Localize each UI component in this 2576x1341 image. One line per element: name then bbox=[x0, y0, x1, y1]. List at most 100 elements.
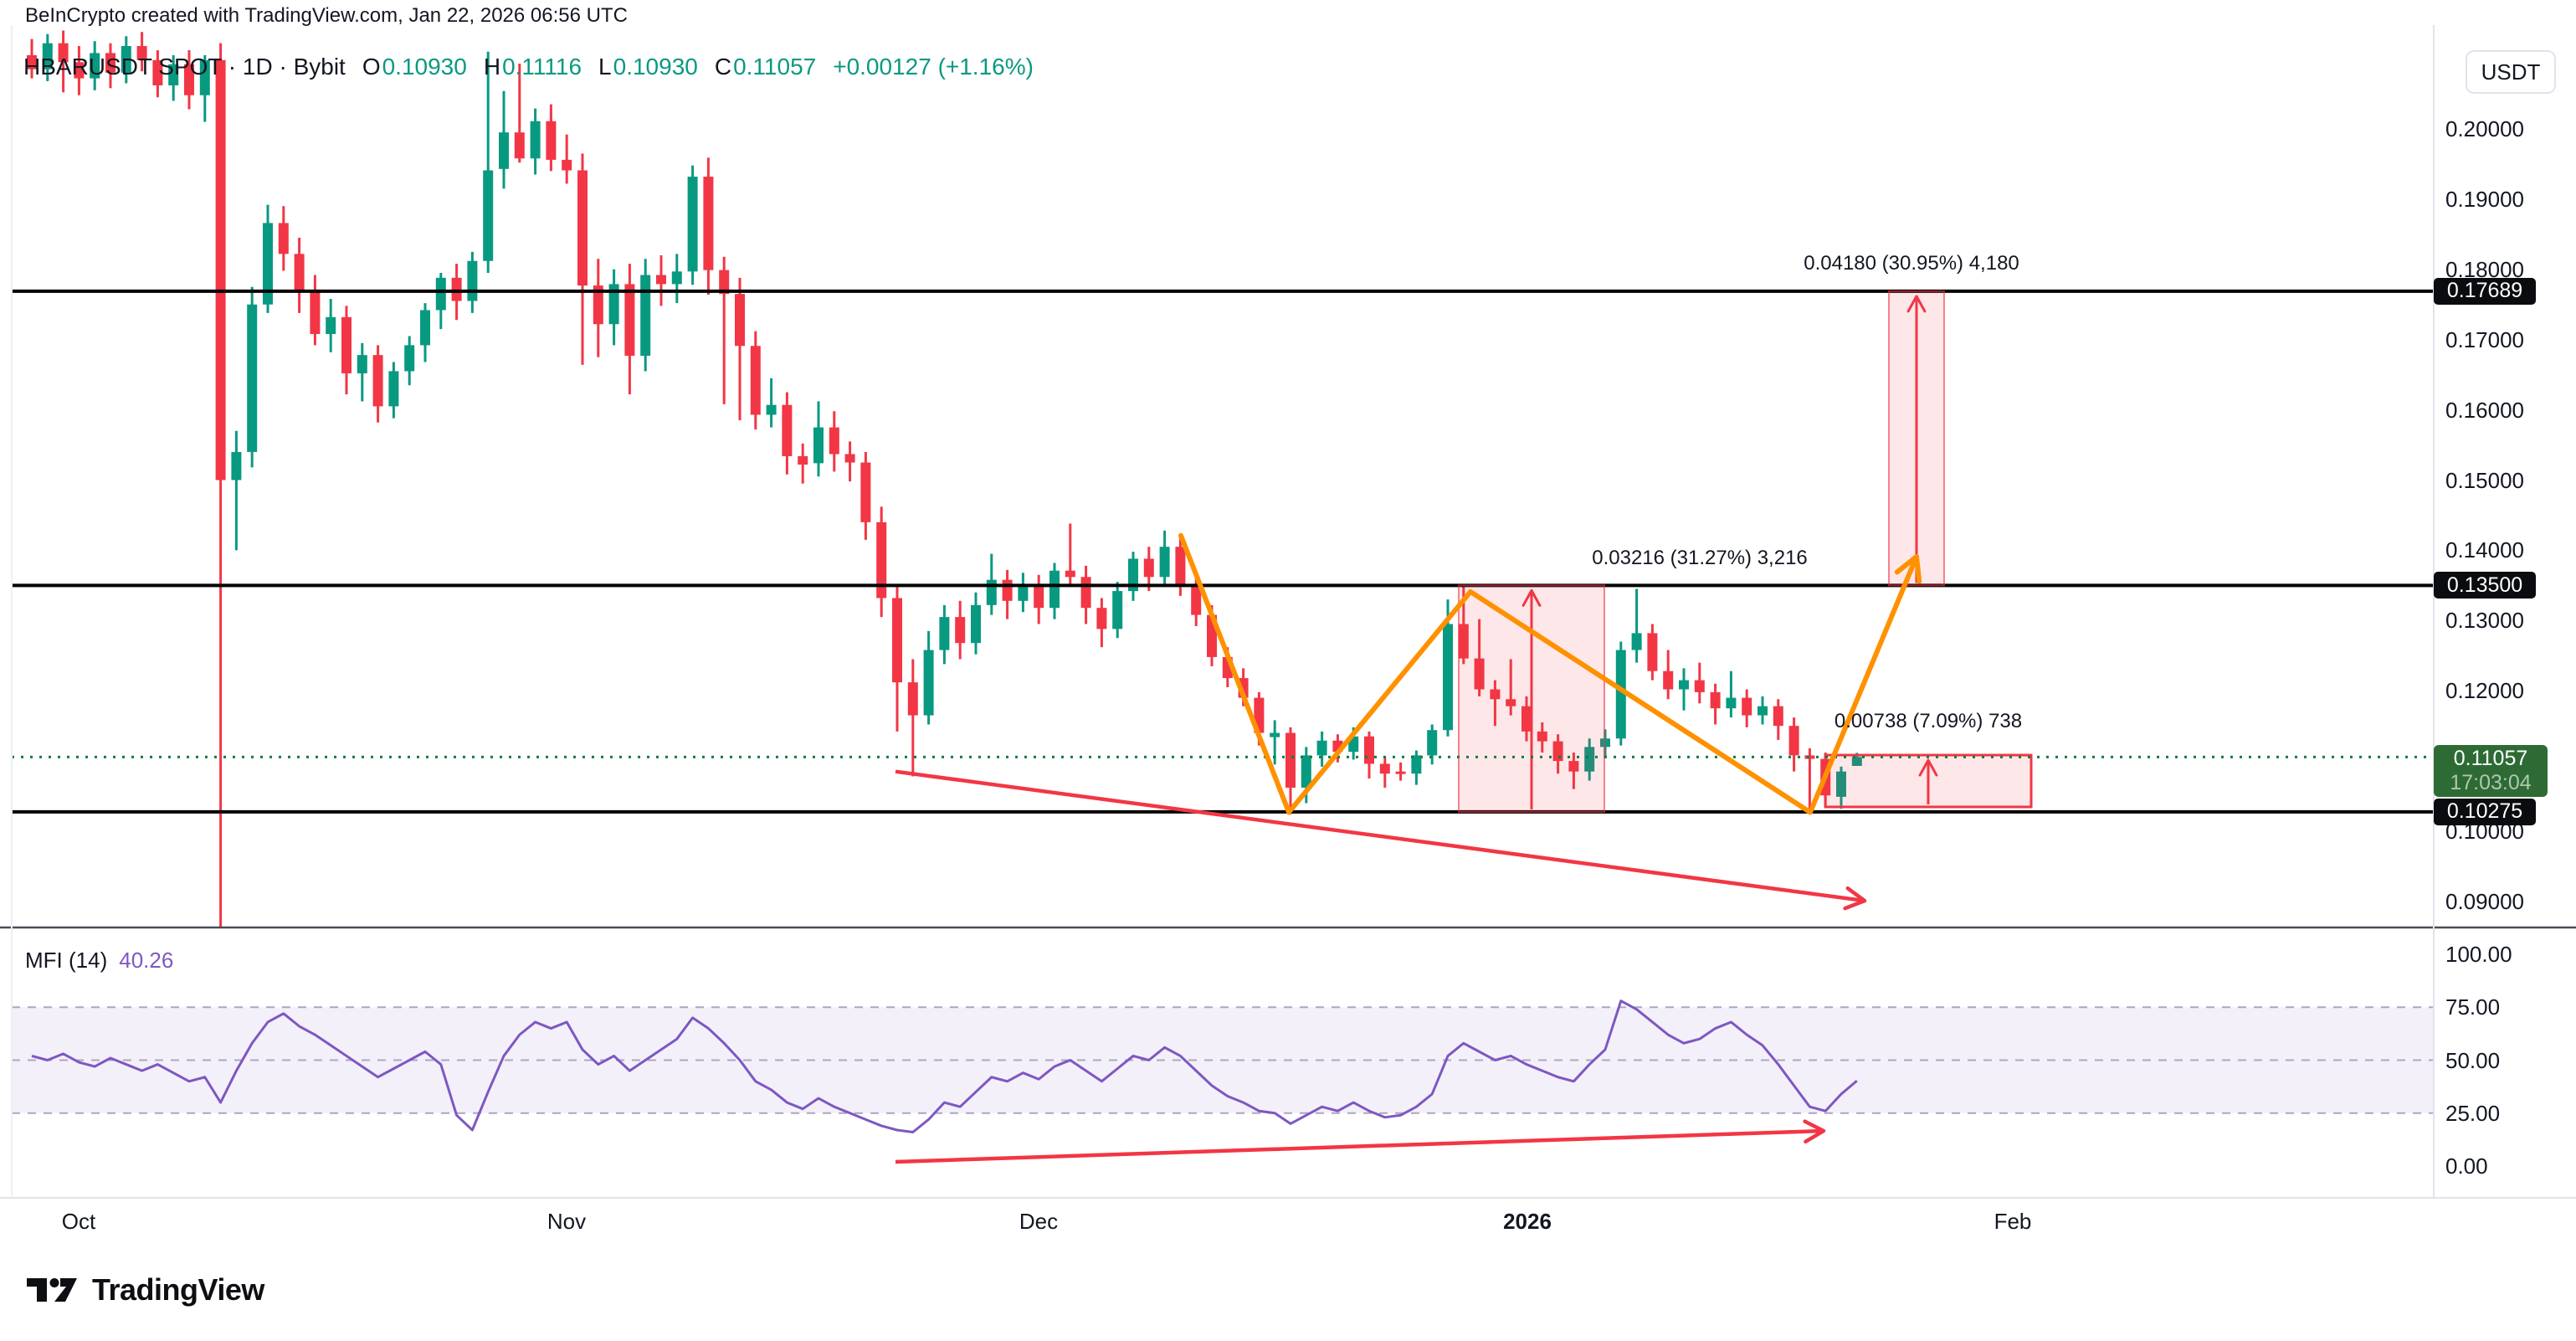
candle-body bbox=[42, 43, 53, 69]
price-tick-label: 0.15000 bbox=[2445, 467, 2524, 493]
indicator-name: MFI (14) bbox=[25, 948, 108, 973]
candle-body bbox=[1191, 583, 1202, 615]
candle-body bbox=[1521, 706, 1532, 732]
candle-body bbox=[703, 177, 714, 270]
candle-body bbox=[593, 285, 603, 325]
candle-body bbox=[90, 53, 100, 79]
time-tick-label: Oct bbox=[61, 1209, 96, 1234]
candle-body bbox=[1270, 732, 1280, 737]
time-tick-label: Nov bbox=[547, 1209, 587, 1234]
candle-body bbox=[341, 316, 352, 373]
candle-body bbox=[766, 404, 777, 415]
candle-body bbox=[1742, 697, 1752, 716]
candle-body bbox=[1679, 680, 1689, 690]
candle-body bbox=[687, 177, 698, 272]
low-label: L bbox=[598, 54, 612, 80]
close-value: 0.11057 bbox=[733, 54, 817, 80]
candle-body bbox=[782, 404, 793, 456]
candle-body bbox=[404, 345, 415, 372]
candle-body bbox=[1490, 689, 1501, 700]
candle-body bbox=[168, 64, 179, 85]
candle-body bbox=[1018, 583, 1029, 601]
candle-body bbox=[1065, 570, 1075, 578]
measure-label-top: 0.04180 (30.95%) 4,180 bbox=[1804, 252, 2019, 275]
price-tick-label: 0.18000 bbox=[2445, 256, 2524, 282]
red-trend-arrow[interactable] bbox=[895, 769, 1865, 903]
watermark-attribution-text: BeInCrypto created with TradingView.com,… bbox=[25, 4, 628, 27]
candle-body bbox=[1584, 747, 1595, 772]
candle-body bbox=[1049, 570, 1060, 609]
open-value: 0.10930 bbox=[382, 54, 467, 80]
candle-body bbox=[1836, 771, 1846, 797]
candle-body bbox=[1034, 583, 1044, 609]
candle-body bbox=[357, 355, 367, 373]
candle-body bbox=[656, 275, 666, 285]
last-price-badge: 0.11057 17:03:04 bbox=[2434, 745, 2548, 798]
red-trend-arrow[interactable] bbox=[895, 1128, 1824, 1164]
candle-body bbox=[184, 64, 194, 95]
candle-body bbox=[1631, 633, 1642, 650]
candle-body bbox=[1804, 755, 1815, 759]
orange-pattern-line[interactable] bbox=[1178, 532, 1919, 815]
price-tick-label: 0.16000 bbox=[2445, 397, 2524, 423]
candle-body bbox=[671, 271, 682, 285]
price-tick-label: 0.13000 bbox=[2445, 608, 2524, 634]
mfi-tick-label: 25.00 bbox=[2445, 1100, 2501, 1126]
candle-body bbox=[1615, 650, 1626, 739]
candle-body bbox=[294, 254, 305, 292]
candle-body bbox=[1316, 740, 1327, 756]
candle-body bbox=[1411, 755, 1422, 774]
candle-body bbox=[1710, 691, 1721, 709]
candle-body bbox=[1788, 726, 1799, 756]
candle-body bbox=[1159, 547, 1170, 578]
candle-body bbox=[829, 427, 839, 455]
candle-body bbox=[1096, 608, 1107, 629]
candle-body bbox=[640, 275, 651, 356]
candle-body bbox=[199, 59, 210, 95]
price-tick-label: 0.17000 bbox=[2445, 326, 2524, 352]
high-value: 0.11116 bbox=[502, 54, 582, 80]
candle-body bbox=[105, 53, 115, 73]
tradingview-logo-text: TradingView bbox=[92, 1272, 264, 1307]
change-value: +0.00127 (+1.16%) bbox=[833, 54, 1034, 80]
candle-body bbox=[231, 451, 242, 480]
candle-body bbox=[577, 170, 588, 286]
candle-body bbox=[1647, 633, 1658, 671]
candle-body bbox=[420, 310, 430, 346]
candle-body bbox=[499, 132, 509, 169]
tradingview-brand: TradingView bbox=[25, 1272, 264, 1308]
candle-body bbox=[907, 682, 918, 716]
candle-body bbox=[1694, 680, 1705, 692]
candle-body bbox=[1364, 736, 1374, 764]
candle-body bbox=[844, 454, 855, 463]
candle-body bbox=[152, 59, 163, 85]
indicator-legend[interactable]: MFI (14) 40.26 bbox=[25, 948, 173, 974]
measure-label-mid: 0.03216 (31.27%) 3,216 bbox=[1592, 547, 1808, 569]
candle-body bbox=[735, 294, 745, 347]
mfi-line bbox=[31, 999, 1858, 1134]
candle-body bbox=[719, 270, 730, 295]
symbol-title[interactable]: HBARUSDT SPOT · 1D · Bybit bbox=[23, 54, 346, 80]
candle-body bbox=[483, 170, 494, 261]
candle-body bbox=[310, 291, 321, 334]
candle-body bbox=[530, 121, 541, 159]
candle-body bbox=[136, 45, 147, 60]
candle-body bbox=[1851, 757, 1862, 766]
price-level-badge: 0.17689 bbox=[2434, 277, 2536, 305]
candle-body bbox=[247, 304, 258, 452]
candle-body bbox=[278, 223, 289, 254]
symbol-legend[interactable]: HBARUSDT SPOT · 1D · Bybit O 0.10930 H 0.1… bbox=[23, 54, 1034, 80]
candle-body bbox=[892, 598, 902, 683]
currency-unit-button[interactable]: USDT bbox=[2466, 50, 2556, 94]
time-tick-label: 2026 bbox=[1503, 1209, 1552, 1234]
candle-body bbox=[1443, 624, 1453, 731]
open-label: O bbox=[362, 54, 381, 80]
candle-body bbox=[215, 59, 226, 480]
candle-body bbox=[121, 45, 131, 73]
candle-body bbox=[1537, 731, 1547, 742]
high-label: H bbox=[483, 54, 501, 80]
candle-body bbox=[1726, 697, 1737, 709]
candle-body bbox=[608, 284, 619, 325]
